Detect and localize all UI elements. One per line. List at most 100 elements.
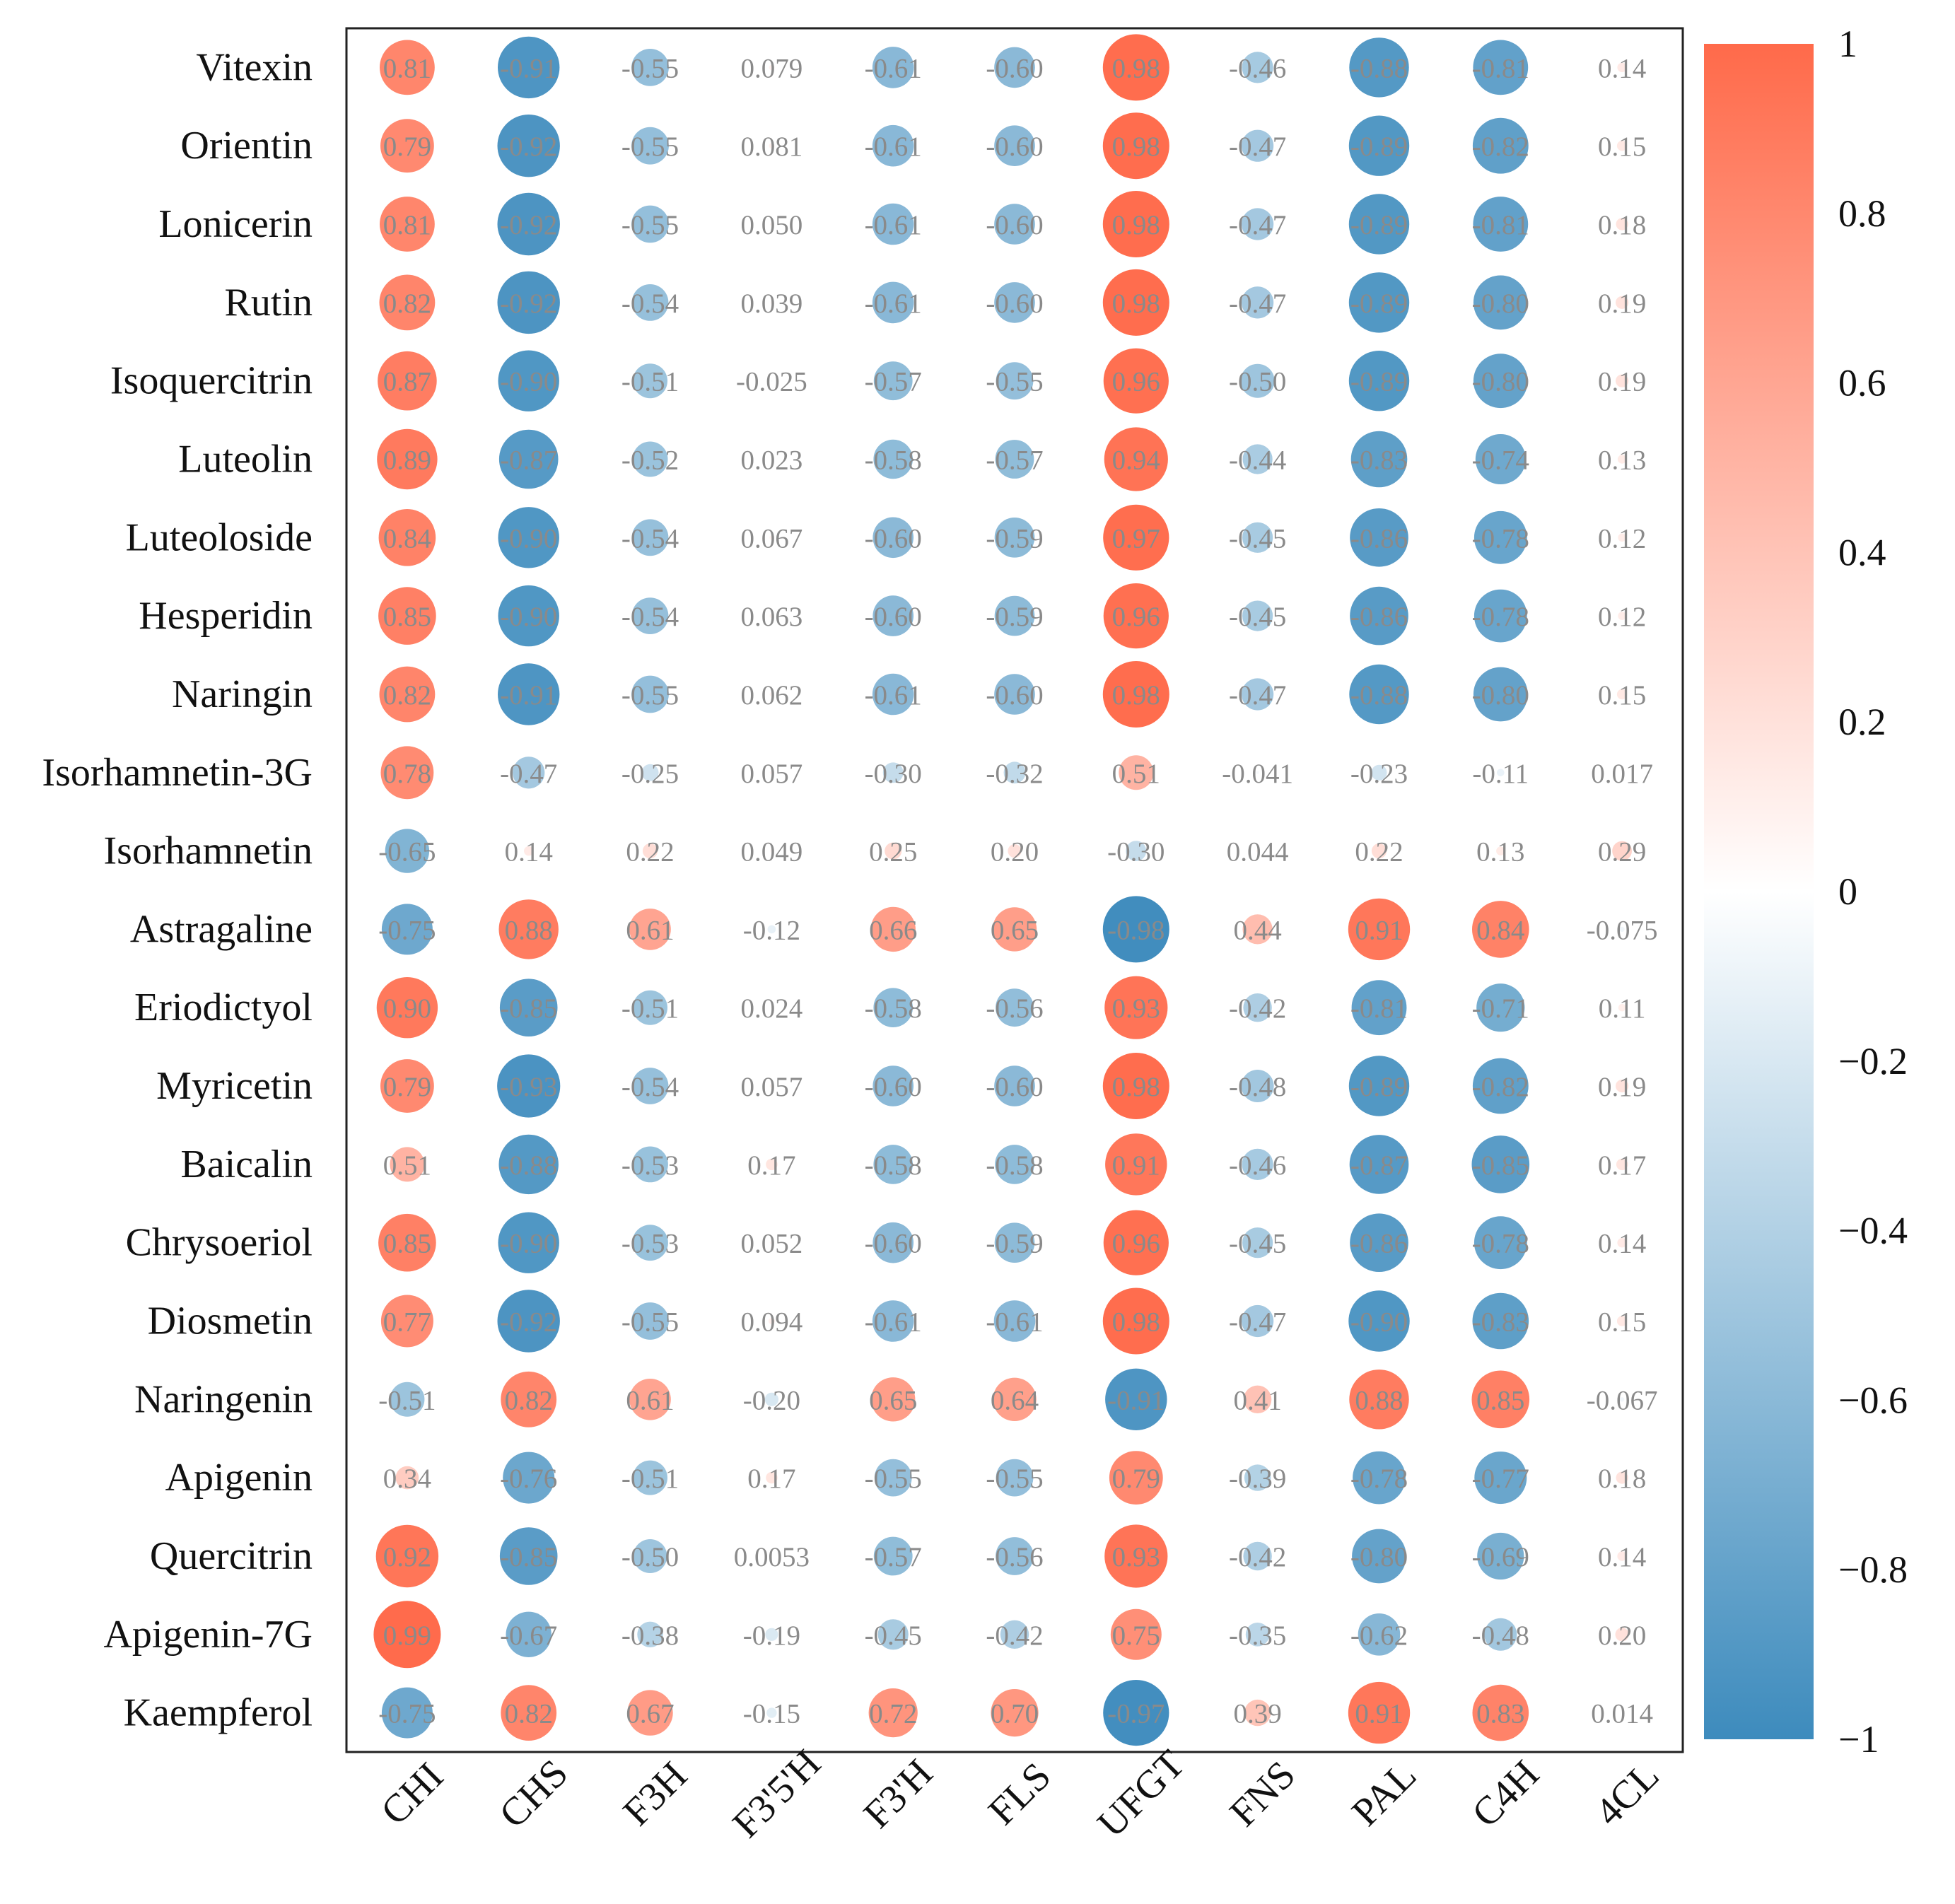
cell-circle-baicalin-ufgt <box>1105 1133 1167 1196</box>
cell-value-label: -0.69 <box>1472 1542 1529 1572</box>
cell-value-label: -0.89 <box>1350 288 1408 319</box>
cell-value-label: 0.87 <box>383 367 431 397</box>
cell-value-label: 0.98 <box>1112 1307 1160 1338</box>
cell-circle-quercitrin-pal <box>1352 1529 1406 1584</box>
cell-circle-hesperidin-pal <box>1350 586 1408 646</box>
cell-circle-chrysoeriol-chi <box>378 1213 436 1272</box>
cell-value-label: -0.51 <box>621 993 679 1024</box>
cell-circle-orientin-fns <box>1242 129 1274 162</box>
cell-value-label: -0.81 <box>1472 53 1529 83</box>
cell-value-label: -0.52 <box>621 445 679 476</box>
cell-circle-naringenin-fns <box>1243 1385 1272 1414</box>
cell-value-label: -0.77 <box>1472 1464 1529 1494</box>
cell-circle-hesperidin-chs <box>498 585 559 647</box>
cell-circle-isoquercitrin-f3h <box>633 363 667 399</box>
cell-circle-diosmetin-f3h <box>872 1300 914 1342</box>
cell-circle-luteoloside-fls <box>994 518 1035 558</box>
cell-value-label: 0.65 <box>991 915 1039 945</box>
cell-circle-astragaline-ufgt <box>1102 896 1169 963</box>
cell-value-label: -0.35 <box>1229 1620 1286 1651</box>
cell-circle-apigenin-7g-f3h <box>877 1619 909 1650</box>
cell-value-label: -0.25 <box>621 759 679 789</box>
cell-value-label: 0.19 <box>1598 1072 1646 1102</box>
cell-circle-hesperidin-f3h <box>873 595 914 636</box>
cell-circle-apigenin-fns <box>1244 1464 1271 1491</box>
cell-circle-isorhamnetin-3g-fls <box>1003 761 1026 784</box>
column-label: F3'5'H <box>725 1741 829 1846</box>
cell-circle-rutin-f3h <box>872 281 914 324</box>
cell-circle-baicalin-c4h <box>1471 1135 1530 1193</box>
cell-circle-kaempferol-chi <box>381 1687 433 1739</box>
cell-circle-luteolin-ufgt <box>1104 427 1168 491</box>
row-label: Naringenin <box>134 1377 313 1421</box>
cell-value-label: -0.46 <box>1229 1150 1286 1181</box>
cell-circle-apigenin-f3h <box>874 1459 912 1497</box>
cell-circle-chrysoeriol-chs <box>498 1212 559 1273</box>
cell-value-label: 0.20 <box>991 837 1039 868</box>
cell-circle-myricetin-fns <box>1241 1070 1274 1102</box>
cell-value-label: -0.54 <box>621 523 679 554</box>
cell-circle-astragaline-4cl <box>1619 926 1625 932</box>
cell-value-label: -0.55 <box>621 132 679 162</box>
cell-value-label: 0.89 <box>383 445 431 476</box>
cell-circle-chrysoeriol-f3h <box>632 1225 668 1261</box>
cell-value-label: 0.094 <box>741 1307 803 1338</box>
cell-value-label: 0.14 <box>1598 1542 1646 1572</box>
cell-value-label: 0.75 <box>1112 1620 1160 1651</box>
row-label: Quercitrin <box>150 1534 313 1578</box>
cell-circle-lonicerin-chi <box>380 197 435 252</box>
cell-circle-apigenin-c4h <box>1474 1452 1527 1505</box>
cell-circle-chrysoeriol-f35h <box>769 1241 774 1245</box>
cell-circle-astragaline-chs <box>498 899 559 959</box>
cell-value-label: 0.77 <box>383 1307 431 1338</box>
cell-value-label: -0.60 <box>865 1229 922 1259</box>
cell-value-label: -0.56 <box>986 1542 1043 1572</box>
cell-circle-luteoloside-chs <box>498 507 559 568</box>
cell-value-label: -0.54 <box>621 288 679 319</box>
cell-circle-luteolin-f35h <box>771 458 773 460</box>
cell-circle-eriodictyol-f3h <box>633 990 667 1025</box>
cell-value-label: -0.89 <box>1350 1072 1408 1102</box>
cell-value-label: 0.023 <box>741 445 803 476</box>
cell-value-label: 0.79 <box>383 132 431 162</box>
column-label: C4H <box>1464 1752 1548 1836</box>
row-label: Naringin <box>172 672 313 716</box>
cell-circle-myricetin-f35h <box>769 1084 774 1088</box>
cell-value-label: -0.61 <box>865 1307 922 1338</box>
cell-value-label: -0.39 <box>1229 1464 1286 1494</box>
row-label: Isorhamnetin-3G <box>42 751 313 795</box>
cell-value-label: -0.80 <box>1350 1542 1408 1572</box>
cell-value-label: -0.55 <box>621 680 679 711</box>
cell-circle-kaempferol-fls <box>991 1689 1039 1737</box>
cell-circle-isoquercitrin-chs <box>498 350 559 411</box>
cell-value-label: 0.79 <box>1112 1464 1160 1494</box>
cell-value-label: -0.93 <box>500 1072 557 1102</box>
cell-circle-kaempferol-f3h <box>627 1690 673 1736</box>
cell-value-label: 0.14 <box>1598 1229 1646 1259</box>
plot-border <box>345 27 1684 1753</box>
cell-circle-naringin-ufgt <box>1102 661 1169 728</box>
cell-value-label: 0.22 <box>1355 837 1403 868</box>
cell-circle-hesperidin-ufgt <box>1103 583 1169 649</box>
cell-circle-hesperidin-f35h <box>769 614 774 619</box>
cell-value-label: -0.067 <box>1587 1385 1658 1415</box>
cell-value-label: 0.052 <box>741 1229 803 1259</box>
cell-circle-isoquercitrin-fns <box>1240 363 1275 398</box>
cell-circle-rutin-fns <box>1242 286 1274 319</box>
cell-circle-isorhamnetin-3g-chs <box>513 757 545 789</box>
cell-value-label: 0.18 <box>1598 1464 1646 1494</box>
cell-circle-baicalin-chs <box>498 1134 559 1195</box>
cell-value-label: 0.91 <box>1355 915 1403 945</box>
cell-circle-baicalin-f3h <box>632 1146 668 1183</box>
cell-value-label: -0.92 <box>500 210 557 240</box>
cell-value-label: -0.48 <box>1229 1072 1286 1102</box>
cell-circle-luteolin-4cl <box>1617 455 1627 464</box>
column-label: UFGT <box>1089 1742 1193 1846</box>
cell-circle-isorhamnetin-4cl <box>1612 841 1633 861</box>
cell-value-label: -0.78 <box>1472 1229 1529 1259</box>
cell-value-label: -0.86 <box>1350 523 1408 554</box>
cell-value-label: -0.87 <box>1350 1150 1408 1181</box>
cell-circle-quercitrin-f3h <box>633 1539 667 1573</box>
cell-circle-kaempferol-chs <box>501 1685 557 1741</box>
